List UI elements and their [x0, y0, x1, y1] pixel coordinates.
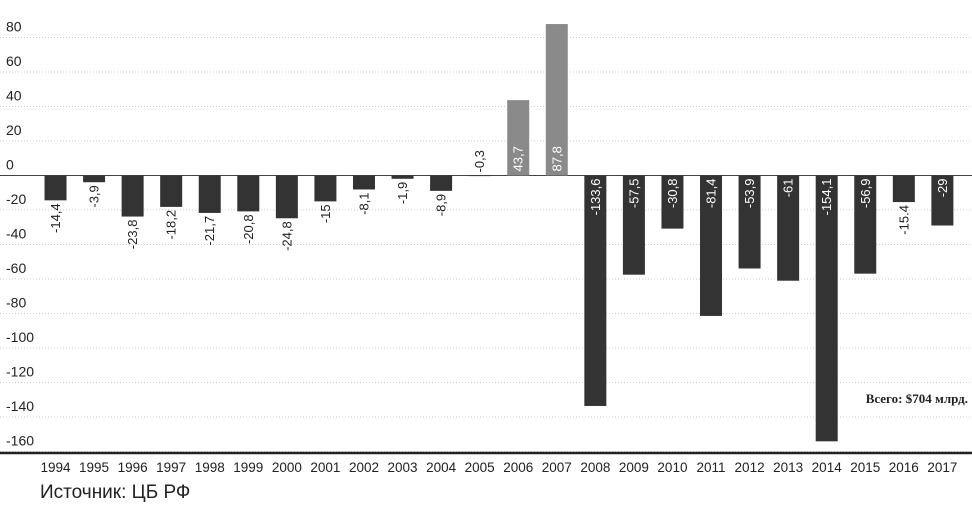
x-tick-label: 2016	[889, 460, 919, 475]
x-tick-label: 2006	[503, 460, 533, 475]
x-tick-label: 2014	[812, 460, 843, 475]
data-label: -21,7	[202, 216, 217, 246]
bar	[44, 175, 67, 201]
y-tick-label: 80	[6, 19, 22, 35]
bar	[352, 175, 375, 190]
y-tick-label: -160	[6, 433, 34, 449]
y-tick-label: -120	[6, 364, 34, 380]
bar	[83, 175, 106, 183]
x-tick-label: 2013	[773, 460, 803, 475]
bar	[777, 175, 800, 281]
data-label: -61	[781, 179, 796, 198]
data-label: -0,3	[472, 150, 487, 172]
data-label: 43,7	[511, 146, 526, 171]
y-tick-label: -60	[6, 260, 26, 276]
y-tick-label: -40	[6, 226, 26, 242]
data-label: -53,9	[742, 179, 757, 209]
bar	[160, 175, 183, 207]
data-label: -81,4	[704, 179, 719, 209]
x-tick-label: 1997	[156, 460, 186, 475]
y-tick-label: -140	[6, 398, 34, 414]
data-label: -8,1	[356, 192, 371, 214]
data-label: -8,9	[434, 194, 449, 216]
x-tick-label: 2000	[272, 460, 302, 475]
bar	[507, 100, 530, 176]
y-tick-label: 40	[6, 88, 22, 104]
y-tick-label: 60	[6, 53, 22, 69]
data-label: -23,8	[125, 220, 140, 250]
y-tick-label: -80	[6, 295, 26, 311]
data-label: -15.4	[896, 205, 911, 235]
bar	[121, 175, 144, 217]
data-label: -56,9	[858, 179, 873, 209]
data-label: -15	[318, 204, 333, 223]
bar	[622, 175, 645, 275]
bar	[314, 175, 337, 202]
bar	[391, 175, 414, 179]
x-tick-label: 2011	[697, 460, 726, 475]
data-label: -1,9	[395, 182, 410, 204]
x-tick-label: 2003	[388, 460, 418, 475]
data-label: -30,8	[665, 179, 680, 209]
x-tick-label: 2005	[465, 460, 495, 475]
data-label: -29	[935, 179, 950, 198]
y-tick-label: -100	[6, 329, 34, 345]
bar	[198, 175, 221, 213]
x-tick-label: 1996	[118, 460, 148, 475]
y-tick-label: 0	[6, 157, 14, 173]
source-note: Источник: ЦБ РФ	[40, 482, 191, 503]
x-tick-label: 2012	[735, 460, 765, 475]
x-tick-label: 2002	[349, 460, 379, 475]
bar	[430, 175, 453, 191]
data-label: -14,4	[48, 203, 63, 233]
bar	[854, 175, 877, 274]
data-label: 87,8	[549, 146, 564, 171]
data-label: -24,8	[279, 221, 294, 251]
data-label: -20,8	[241, 214, 256, 244]
data-label: -133,6	[588, 179, 603, 216]
bar	[892, 175, 915, 203]
bar	[545, 24, 568, 176]
x-tick-label: 2017	[927, 460, 957, 475]
x-tick-label: 2007	[542, 460, 572, 475]
x-tick-label: 1994	[40, 460, 71, 475]
bar	[584, 175, 607, 406]
data-label: -154,1	[819, 179, 834, 216]
bar	[237, 175, 260, 212]
bar	[815, 175, 838, 442]
x-tick-label: 2004	[426, 460, 457, 475]
x-tick-label: 1998	[195, 460, 225, 475]
x-tick-label: 2010	[657, 460, 687, 475]
x-tick-label: 2009	[619, 460, 649, 475]
x-tick-label: 2001	[310, 460, 340, 475]
y-tick-label: 20	[6, 122, 22, 138]
x-tick-label: 1999	[233, 460, 263, 475]
y-tick-label: -20	[6, 191, 26, 207]
data-label: -57,5	[626, 179, 641, 209]
bar	[468, 175, 491, 177]
bar	[738, 175, 761, 269]
data-label: -18,2	[164, 210, 179, 240]
x-tick-label: 2015	[850, 460, 880, 475]
data-label: -3,9	[87, 185, 102, 207]
x-tick-label: 2008	[580, 460, 610, 475]
bar	[661, 175, 684, 229]
bar	[700, 175, 723, 316]
bar	[931, 175, 954, 226]
total-annotation: Всего: $704 млрд.	[866, 391, 968, 406]
x-tick-label: 1995	[79, 460, 109, 475]
bar	[275, 175, 298, 219]
